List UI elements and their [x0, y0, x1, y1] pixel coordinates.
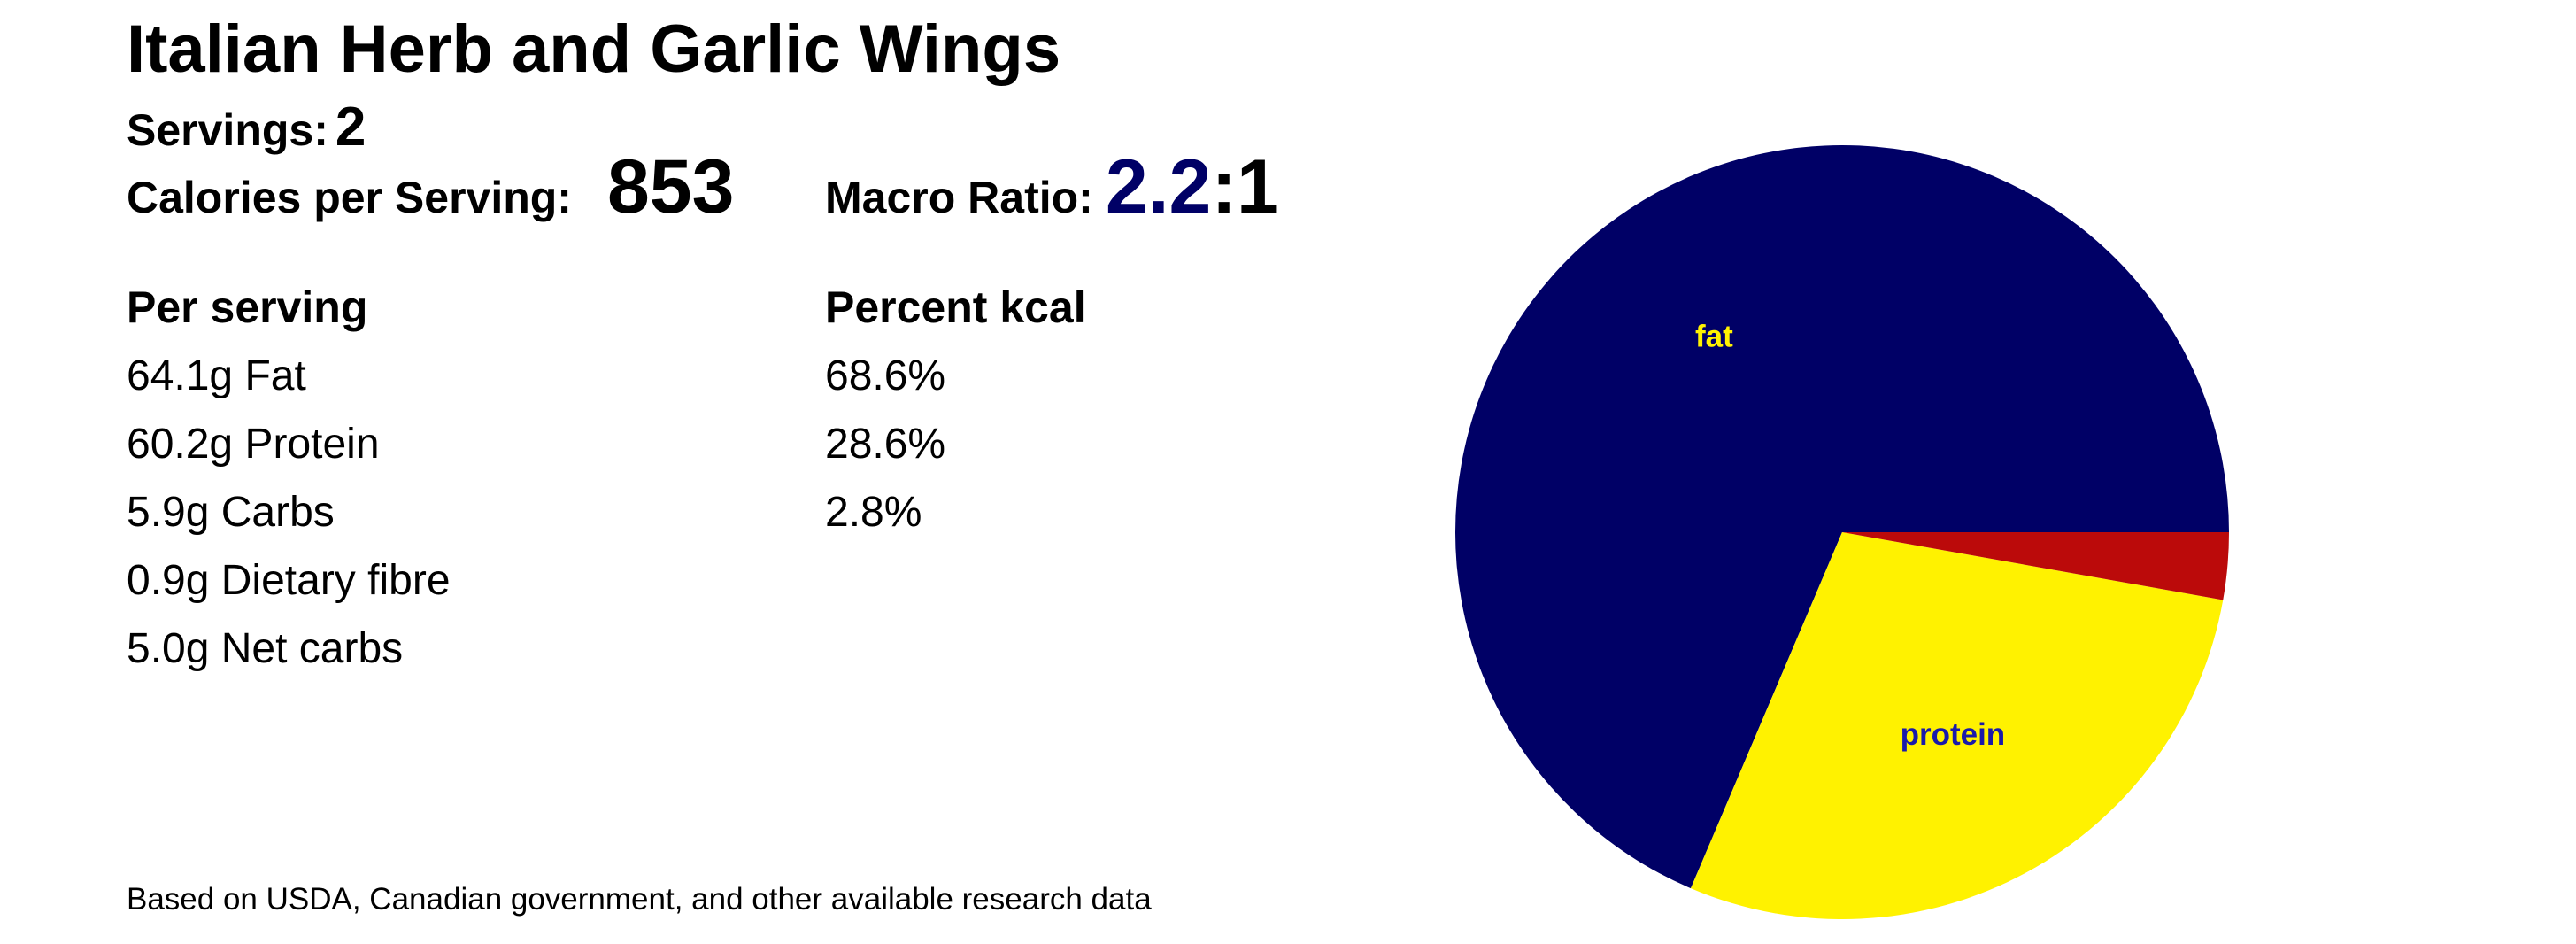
pie-label-fat: fat — [1695, 320, 1733, 354]
servings-label: Servings: — [127, 105, 328, 155]
per-serving-protein: 60.2g Protein — [127, 421, 380, 468]
percent-kcal-carbs: 2.8% — [825, 489, 922, 536]
macro-ratio-tail: :1 — [1211, 144, 1279, 229]
per-serving-carbs: 5.9g Carbs — [127, 489, 335, 536]
per-serving-fibre: 0.9g Dietary fibre — [127, 557, 451, 604]
pie-slice-carbs — [1842, 532, 2229, 600]
macro-ratio-lead: 2.2 — [1105, 144, 1212, 229]
per-serving-list: 64.1g Fat 60.2g Protein 5.9g Carbs 0.9g … — [127, 347, 451, 688]
macro-ratio-value: 2.2:1 — [1106, 143, 1279, 231]
calories-line: Calories per Serving: 853 — [127, 143, 734, 231]
pie-slice-protein — [1690, 532, 2224, 919]
calories-value: 853 — [606, 144, 735, 229]
recipe-title: Italian Herb and Garlic Wings — [127, 12, 1061, 87]
servings-value: 2 — [335, 97, 366, 158]
pie-label-protein: protein — [1901, 717, 2006, 752]
percent-kcal-heading: Percent kcal — [825, 282, 1086, 332]
per-serving-fat: 64.1g Fat — [127, 352, 306, 399]
calories-label: Calories per Serving: — [127, 173, 572, 222]
per-serving-heading: Per serving — [127, 282, 368, 332]
macro-ratio-line: Macro Ratio: 2.2:1 — [825, 143, 1279, 231]
pie-slice-fat — [1455, 144, 2229, 889]
percent-kcal-protein: 28.6% — [825, 421, 946, 468]
per-serving-net-carbs: 5.0g Net carbs — [127, 625, 404, 672]
macro-ratio-label: Macro Ratio: — [825, 173, 1093, 222]
percent-kcal-fat: 68.6% — [825, 352, 946, 399]
servings-line: Servings: 2 — [127, 96, 366, 159]
percent-kcal-list: 68.6% 28.6% 2.8% — [825, 347, 945, 552]
macro-pie-chart: fat protein — [1455, 144, 2229, 919]
data-source-note: Based on USDA, Canadian government, and … — [127, 882, 1152, 917]
